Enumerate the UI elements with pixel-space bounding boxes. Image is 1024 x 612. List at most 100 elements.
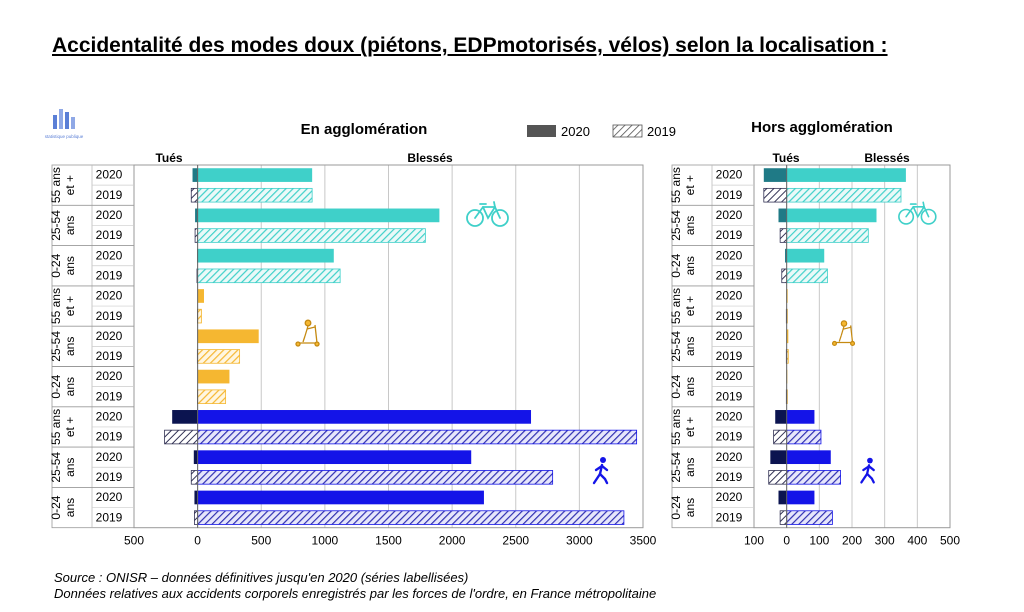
x-tick-label: 2500	[502, 534, 529, 548]
bar-injured-pieton-2020	[197, 490, 484, 505]
age-group-label: et +	[683, 296, 697, 316]
year-label: 2020	[716, 329, 743, 343]
bar-injured-pieton-2020	[197, 450, 472, 465]
pedestrian-head	[600, 457, 606, 463]
pedestrian-head	[867, 457, 873, 464]
year-label: 2020	[716, 369, 743, 383]
pedestrian-leg	[592, 472, 602, 485]
age-group-label: ans	[63, 377, 77, 396]
logo-caption: statistique publique	[45, 134, 84, 139]
bar-injured-edp-2020	[786, 329, 789, 344]
age-group-label: 25-54	[669, 331, 683, 362]
bar-killed-pieton-2019	[190, 470, 199, 485]
age-group-label: 25-54	[669, 210, 683, 241]
x-tick-label: 500	[251, 534, 271, 548]
year-label: 2019	[716, 268, 743, 282]
bar-injured-pieton-2019	[786, 429, 822, 445]
x-tick-label: 100	[809, 534, 829, 548]
year-label: 2020	[716, 410, 743, 424]
year-label: 2020	[96, 450, 123, 464]
age-group-label: ans	[63, 216, 77, 235]
x-tick-label: 3500	[630, 534, 657, 548]
x-tick-label: 500	[940, 534, 960, 548]
bar-injured-pieton-2020	[786, 450, 831, 465]
bicycle-handlebar	[493, 201, 496, 208]
bar-injured-velo-2019	[197, 187, 313, 203]
bar-injured-pieton-2019	[786, 470, 841, 485]
year-label: 2020	[96, 248, 123, 262]
age-group-label: ans	[683, 256, 697, 275]
age-group-label: 55 ans	[669, 409, 683, 445]
year-label: 2019	[96, 309, 123, 323]
age-group-label: ans	[683, 458, 697, 477]
year-label: 2019	[716, 349, 743, 363]
rider-head	[304, 319, 312, 327]
bar-injured-velo-2019	[197, 228, 426, 243]
bar-killed-velo-2019	[190, 187, 199, 203]
age-group-label: et +	[683, 417, 697, 437]
bar-killed-pieton-2020	[778, 490, 787, 505]
age-group-label: ans	[683, 498, 697, 517]
header-injured-hors: Blessés	[864, 151, 910, 165]
pedestrian-leg	[598, 472, 609, 485]
year-label: 2019	[96, 389, 123, 403]
bar-killed-pieton-2020	[775, 410, 787, 424]
age-group-label: ans	[63, 337, 77, 356]
age-group-label: 25-54	[49, 452, 63, 483]
header-killed-agglo: Tués	[155, 151, 182, 165]
x-tick-label: 200	[842, 534, 862, 548]
age-group-label: 0-24	[49, 495, 63, 519]
x-tick-label: 0	[783, 534, 790, 548]
statistique-publique-logo: statistique publique	[45, 109, 84, 139]
bicycle-wheel	[466, 209, 484, 227]
pedestrian-icon	[860, 457, 875, 484]
year-label: 2020	[96, 490, 123, 504]
bar-injured-pieton-2019	[786, 510, 833, 525]
bar-injured-velo-2020	[786, 248, 825, 263]
rider-leg	[302, 335, 306, 343]
year-label: 2019	[96, 430, 123, 444]
bar-killed-pieton-2020	[194, 490, 198, 505]
x-tick-label: 2000	[439, 534, 466, 548]
scooter-wheel	[850, 340, 856, 346]
year-label: 2020	[716, 168, 743, 182]
logo-bar	[71, 117, 75, 129]
bar-killed-velo-2020	[785, 248, 787, 263]
year-label: 2020	[96, 369, 123, 383]
year-label: 2020	[96, 208, 123, 222]
bicycle-handlebar	[922, 201, 925, 208]
bicycle-frame	[905, 205, 930, 218]
age-group-label: ans	[63, 458, 77, 477]
year-label: 2019	[96, 470, 123, 484]
legend-label-2019: 2019	[647, 124, 676, 139]
bar-injured-pieton-2019	[197, 470, 554, 485]
bar-injured-pieton-2020	[197, 410, 532, 424]
year-label: 2019	[716, 470, 743, 484]
bar-killed-velo-2019	[763, 187, 788, 203]
year-label: 2020	[716, 450, 743, 464]
bar-killed-pieton-2020	[770, 450, 787, 465]
age-group-label: et +	[683, 175, 697, 195]
bar-killed-pieton-2020	[172, 410, 198, 424]
year-label: 2020	[716, 289, 743, 303]
rider-leg	[838, 335, 842, 342]
bicycle-wheel	[898, 208, 915, 225]
pedestrian-arm	[862, 464, 875, 472]
bar-injured-edp-2019	[197, 349, 241, 364]
bar-injured-edp-2020	[197, 329, 259, 344]
bar-killed-pieton-2020	[193, 450, 198, 465]
age-group-label: 25-54	[49, 210, 63, 241]
bicycle-wheel	[491, 209, 509, 227]
bicycle-frame	[482, 206, 496, 220]
age-group-label: et +	[63, 296, 77, 316]
x-tick-label: 500	[124, 534, 144, 548]
scooter-wheel	[314, 341, 320, 347]
year-label: 2019	[716, 510, 743, 524]
bar-killed-velo-2019	[779, 228, 788, 243]
year-label: 2020	[96, 289, 123, 303]
scooter-icon	[831, 320, 856, 346]
bar-killed-pieton-2019	[768, 470, 788, 485]
scooter-wheel	[295, 341, 301, 347]
age-group-label: 55 ans	[49, 167, 63, 203]
pedestrian-leg	[865, 472, 875, 484]
